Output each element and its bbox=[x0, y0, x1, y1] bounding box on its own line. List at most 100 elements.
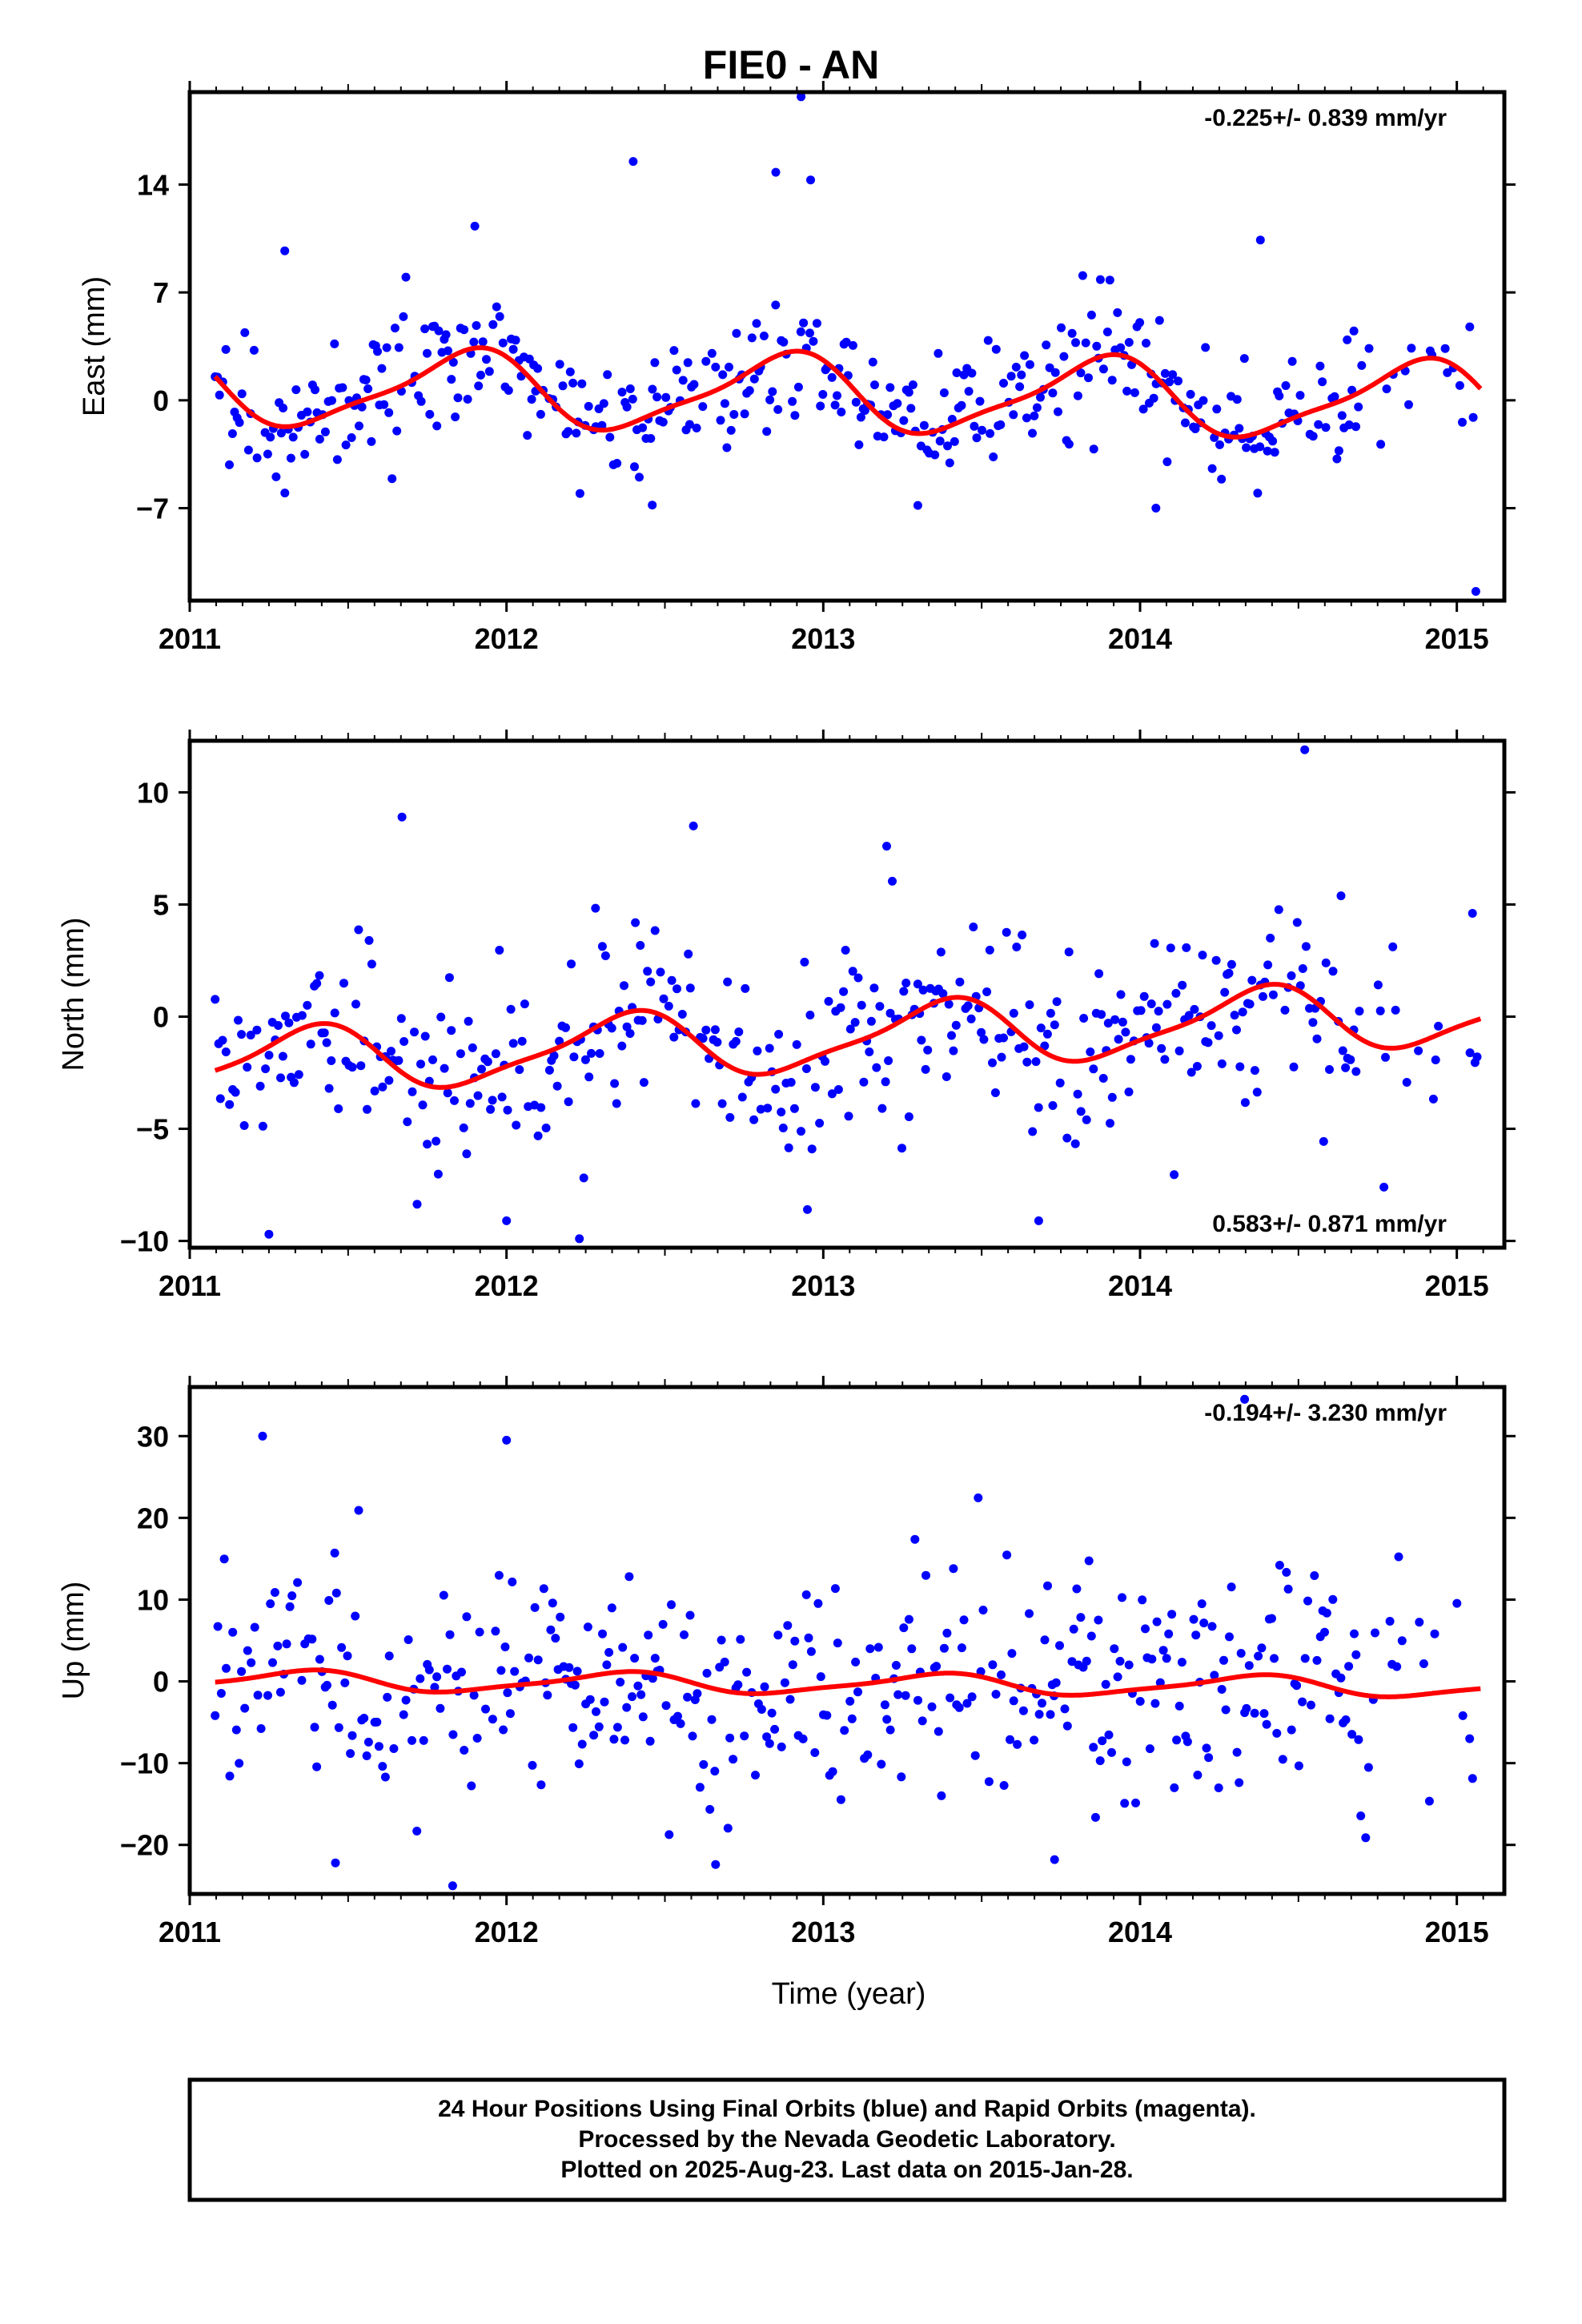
data-point bbox=[1009, 1696, 1018, 1706]
data-point bbox=[983, 336, 993, 345]
outlier-point bbox=[502, 1216, 512, 1225]
data-point bbox=[378, 1762, 387, 1771]
data-point bbox=[850, 1018, 860, 1027]
data-point bbox=[1214, 1783, 1223, 1792]
data-point bbox=[967, 368, 977, 378]
data-point bbox=[504, 386, 513, 395]
data-point bbox=[1076, 368, 1086, 378]
data-point bbox=[1170, 1783, 1179, 1792]
data-point bbox=[451, 412, 460, 422]
data-point bbox=[1351, 422, 1360, 432]
data-point bbox=[373, 347, 382, 356]
data-point bbox=[219, 1554, 229, 1564]
data-point bbox=[1086, 1631, 1096, 1641]
data-point bbox=[899, 416, 909, 425]
data-point bbox=[625, 1029, 635, 1038]
data-point bbox=[997, 1052, 1006, 1062]
data-point bbox=[665, 1830, 674, 1839]
data-point bbox=[363, 1737, 373, 1747]
data-point bbox=[698, 1034, 708, 1043]
data-point bbox=[645, 1736, 655, 1746]
footer-box bbox=[187, 2077, 1507, 2202]
data-point bbox=[564, 427, 573, 436]
data-point bbox=[284, 1018, 294, 1027]
data-point bbox=[1351, 1650, 1361, 1659]
data-point bbox=[323, 1680, 331, 1690]
data-point bbox=[1104, 1730, 1114, 1739]
data-point bbox=[1312, 1655, 1322, 1665]
data-point bbox=[592, 1707, 600, 1716]
data-point bbox=[1050, 368, 1060, 377]
data-point bbox=[685, 983, 695, 993]
data-point bbox=[464, 1016, 473, 1026]
data-point bbox=[1468, 909, 1477, 918]
data-point bbox=[1338, 1046, 1347, 1055]
data-point bbox=[1232, 1025, 1241, 1035]
data-point bbox=[1126, 1055, 1135, 1064]
data-point bbox=[630, 1654, 640, 1663]
data-point bbox=[1030, 1735, 1039, 1745]
data-point bbox=[1189, 1614, 1199, 1624]
data-point bbox=[1122, 386, 1132, 396]
data-point bbox=[788, 1660, 797, 1670]
data-point bbox=[935, 436, 945, 446]
data-point bbox=[1298, 1697, 1307, 1707]
data-point bbox=[716, 416, 725, 425]
data-point bbox=[1062, 1721, 1072, 1731]
data-point bbox=[250, 1622, 259, 1632]
data-point bbox=[913, 1695, 922, 1705]
data-point bbox=[465, 1099, 475, 1108]
data-point bbox=[673, 1711, 682, 1721]
data-point bbox=[1009, 1008, 1018, 1018]
data-point bbox=[282, 1639, 291, 1649]
data-point bbox=[816, 401, 825, 411]
data-point bbox=[1182, 943, 1191, 952]
data-point bbox=[856, 412, 865, 422]
data-point bbox=[1280, 1005, 1290, 1015]
data-point bbox=[999, 379, 1008, 388]
data-point bbox=[419, 1735, 428, 1745]
data-point bbox=[503, 1688, 512, 1698]
outlier-point bbox=[1050, 1855, 1059, 1864]
data-point bbox=[818, 390, 828, 399]
data-point bbox=[530, 1602, 540, 1612]
data-point bbox=[1162, 1654, 1171, 1663]
data-point bbox=[970, 421, 979, 431]
data-point bbox=[1391, 1005, 1400, 1015]
data-point bbox=[1002, 927, 1011, 937]
data-point bbox=[635, 472, 644, 482]
data-point bbox=[404, 1635, 413, 1644]
data-point bbox=[985, 945, 994, 955]
data-point bbox=[462, 1612, 472, 1622]
data-point bbox=[503, 1105, 512, 1115]
data-point bbox=[1025, 1609, 1034, 1618]
data-point bbox=[443, 1088, 452, 1098]
data-point bbox=[564, 1663, 574, 1672]
data-point bbox=[1191, 1630, 1201, 1640]
data-point bbox=[875, 1002, 885, 1011]
data-point bbox=[1325, 1065, 1334, 1074]
data-point bbox=[271, 472, 281, 481]
data-point bbox=[558, 381, 568, 391]
data-point bbox=[441, 330, 451, 340]
data-point bbox=[930, 450, 940, 460]
data-point bbox=[1371, 1628, 1379, 1638]
data-point bbox=[936, 947, 946, 957]
data-point bbox=[1082, 1115, 1091, 1124]
data-point bbox=[356, 1061, 366, 1071]
data-point bbox=[496, 1666, 506, 1675]
data-point bbox=[1320, 1627, 1329, 1637]
data-point bbox=[1199, 1618, 1209, 1628]
data-point bbox=[964, 387, 974, 396]
data-point bbox=[921, 1570, 930, 1580]
data-point bbox=[669, 346, 679, 356]
data-point bbox=[884, 1056, 893, 1065]
data-point bbox=[1322, 1608, 1331, 1618]
data-point bbox=[589, 1731, 599, 1740]
data-point bbox=[1289, 1062, 1299, 1072]
data-point bbox=[737, 1092, 747, 1102]
data-point bbox=[1166, 943, 1175, 953]
data-point bbox=[330, 339, 339, 348]
data-point bbox=[723, 1823, 733, 1833]
data-point bbox=[1217, 1059, 1227, 1068]
